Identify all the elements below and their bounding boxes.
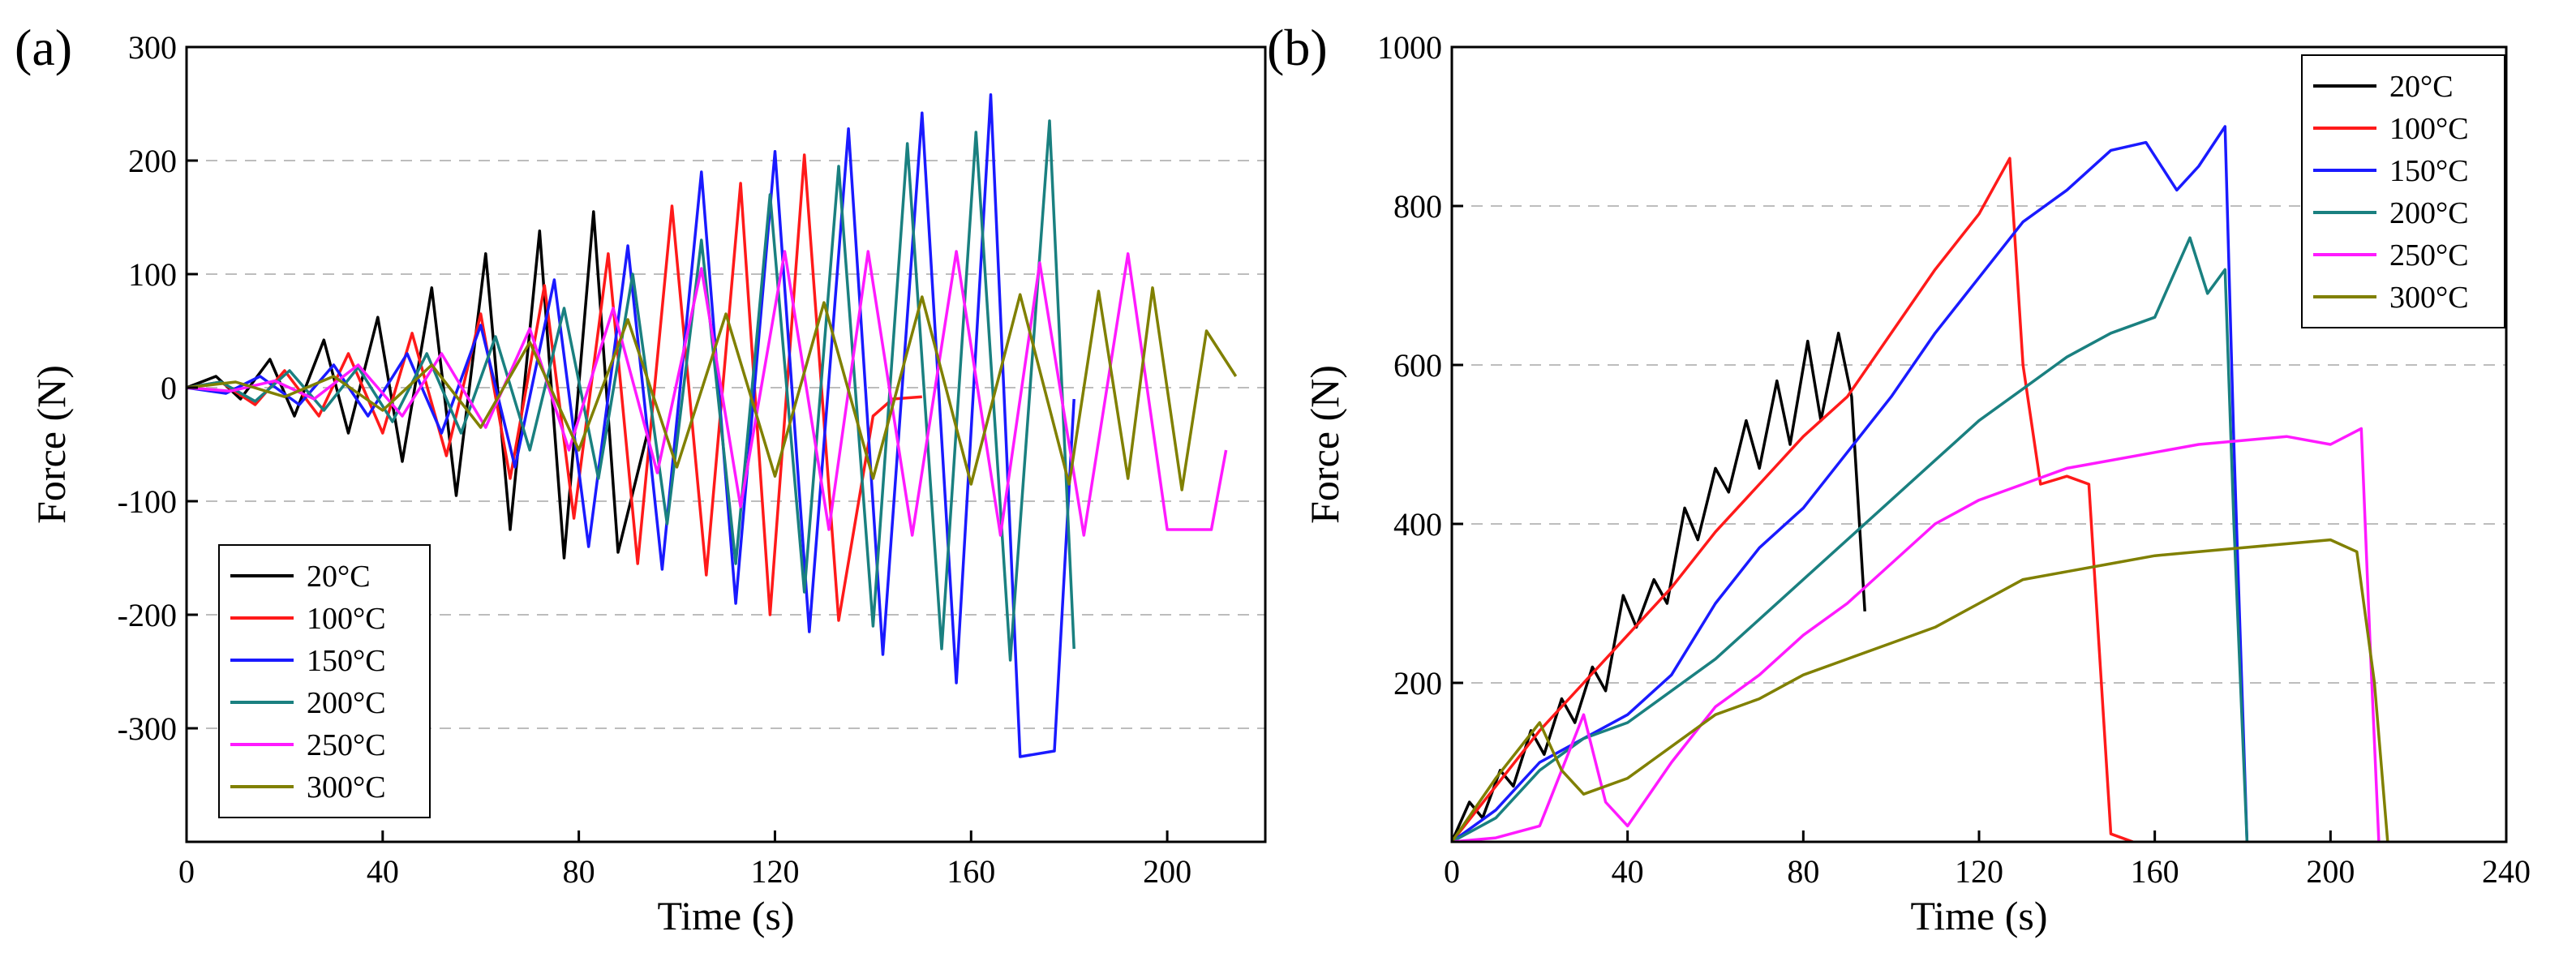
x-tick-label: 0 (178, 853, 195, 890)
series-line-300c (1452, 538, 2389, 842)
y-tick-label: 600 (1393, 347, 1442, 384)
legend-label: 300°C (307, 770, 386, 805)
x-tick-label: 200 (1143, 853, 1191, 890)
panel-label-b: (b) (1267, 19, 1328, 76)
series-line-150c (1452, 125, 2249, 842)
series-group-a (187, 93, 1238, 758)
x-tick-label: 80 (1787, 853, 1819, 890)
series-line-200c (187, 119, 1075, 662)
series-line-300c (187, 286, 1238, 491)
y-tick-label: 0 (161, 370, 177, 406)
series-line-250c (187, 250, 1228, 537)
y-tick-label: -100 (118, 483, 177, 520)
legend-label: 150°C (307, 644, 386, 678)
plot-frame-a (185, 45, 1267, 843)
series-line-200c (1452, 236, 2249, 842)
x-tick-label: 80 (563, 853, 595, 890)
panel-label-a: (a) (15, 19, 72, 76)
series-line-250c (1452, 427, 2381, 842)
y-tick-label: 100 (128, 256, 177, 293)
y-tick-label: 200 (1393, 665, 1442, 702)
x-tick-label: 160 (2131, 853, 2179, 890)
x-tick-label: 160 (947, 853, 995, 890)
series-group-b (1452, 125, 2389, 842)
ticks-b: 0 40 80 120 160 200 240 200 400 600 800 1000 (1377, 29, 2531, 890)
series-line-20c (1452, 332, 1866, 842)
legend-label: 20°C (2389, 70, 2454, 104)
legend-label: 300°C (2389, 281, 2469, 315)
legend-label: 100°C (2389, 112, 2469, 146)
y-tick-label: 300 (128, 29, 177, 66)
y-axis-label-b: Force (N) (1302, 365, 1347, 524)
legend-label: 20°C (307, 560, 371, 594)
series-line-100c (1452, 157, 2134, 842)
x-tick-label: 200 (2306, 853, 2355, 890)
y-tick-label: 800 (1393, 188, 1442, 225)
legend-b: 20°C 100°C 150°C 200°C 250°C 300°C (2301, 54, 2505, 328)
panel-b: (b) 0 40 80 120 160 200 240 200 400 600 800 1000 Ti… (1267, 19, 2531, 938)
y-tick-label: 200 (128, 143, 177, 179)
y-tick-label: -200 (118, 597, 177, 633)
x-axis-label-b: Time (s) (1910, 893, 2047, 938)
x-tick-label: 0 (1444, 853, 1460, 890)
panel-a: (a) 0 40 80 120 160 200 -300 -200 -100 0 100 200 300… (15, 19, 1267, 938)
y-tick-label: 1000 (1377, 29, 1442, 66)
legend-a: 20°C 100°C 150°C 200°C 250°C 300°C (218, 544, 431, 818)
series-line-150c (187, 93, 1075, 758)
y-tick-label: -300 (118, 710, 177, 747)
legend-label: 200°C (307, 686, 386, 720)
x-axis-label-a: Time (s) (657, 893, 794, 938)
ticks-a: 0 40 80 120 160 200 -300 -200 -100 0 100 200 300 (118, 29, 1191, 890)
legend-label: 200°C (2389, 196, 2469, 230)
x-tick-label: 40 (367, 853, 399, 890)
legend-label: 150°C (2389, 154, 2469, 188)
legend-label: 250°C (307, 728, 386, 762)
series-line-100c (187, 153, 922, 622)
x-tick-label: 120 (750, 853, 799, 890)
x-tick-label: 120 (1955, 853, 2003, 890)
y-axis-label-a: Force (N) (28, 365, 74, 524)
x-tick-label: 240 (2482, 853, 2531, 890)
legend-box (218, 544, 431, 818)
legend-label: 250°C (2389, 238, 2469, 273)
legend-label: 100°C (307, 602, 386, 636)
y-tick-label: 400 (1393, 506, 1442, 543)
legend-box (2301, 54, 2505, 328)
x-tick-label: 40 (1612, 853, 1644, 890)
